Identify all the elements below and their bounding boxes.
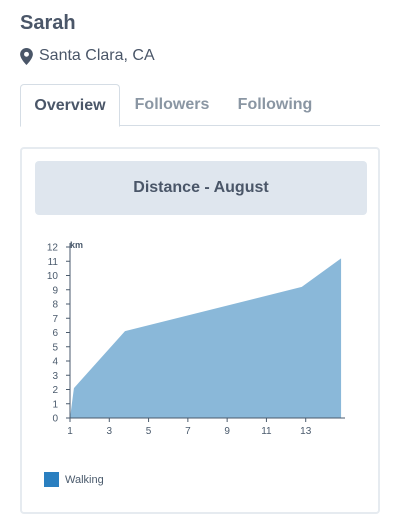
y-tick-label: 1	[52, 399, 58, 410]
location: Santa Clara, CA	[20, 47, 155, 65]
walking-area	[70, 258, 342, 418]
card-title: Distance - August	[35, 161, 367, 215]
tab-followers[interactable]: Followers	[134, 96, 210, 113]
x-tick-label: 3	[107, 426, 113, 437]
y-tick-label: 5	[52, 342, 58, 353]
x-tick-label: 1	[67, 426, 73, 437]
tab-following[interactable]: Following	[237, 96, 313, 113]
profile-name: Sarah	[20, 12, 76, 34]
y-tick-label: 11	[48, 257, 59, 268]
x-tick-label: 9	[224, 426, 230, 437]
y-tick-label: 6	[52, 328, 58, 339]
y-tick-label: 2	[52, 385, 58, 396]
legend-label: Walking	[65, 473, 104, 486]
y-tick-label: 10	[47, 271, 59, 282]
profile-tabs: Overview Followers Following	[20, 84, 380, 127]
y-tick-label: 7	[52, 314, 58, 325]
x-tick-label: 7	[185, 426, 191, 437]
y-tick-label: 4	[52, 357, 58, 368]
y-tick-label: 9	[52, 285, 58, 296]
y-tick-label: 3	[52, 371, 58, 382]
x-tick-label: 5	[146, 426, 152, 437]
chart-legend: Walking	[44, 472, 104, 487]
y-axis-label: km	[70, 240, 83, 250]
y-tick-label: 12	[47, 243, 59, 254]
distance-card: Distance - August 0 1 2 3 4 5 6 7 8 9 10 11 12 km 1 3 5 7…	[20, 147, 380, 514]
map-pin-icon	[20, 47, 33, 65]
x-tick-label: 11	[261, 426, 272, 437]
location-text: Santa Clara, CA	[39, 47, 155, 64]
y-tick-label: 8	[52, 300, 58, 311]
x-tick-label: 13	[300, 426, 312, 437]
y-tick-label: 0	[52, 414, 58, 425]
tab-overview[interactable]: Overview	[20, 84, 120, 127]
legend-swatch	[44, 472, 59, 487]
